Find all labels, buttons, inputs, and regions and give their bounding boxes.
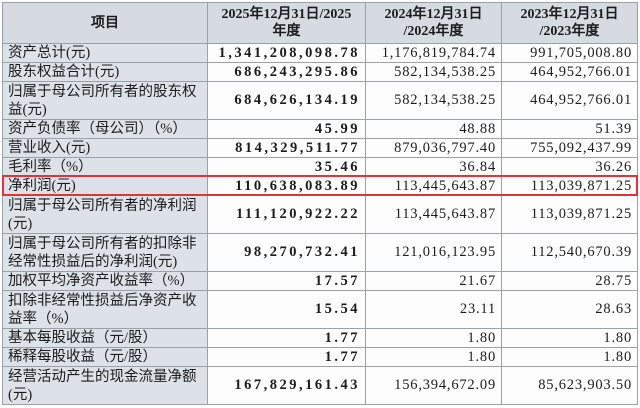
value-2025: 45.99 (208, 120, 366, 138)
value-2024: 156,394,672.09 (366, 367, 502, 404)
row-label: 资产总计(元) (3, 44, 208, 62)
row-label: 净利润(元) (3, 177, 208, 195)
value-2023: 36.26 (502, 158, 637, 176)
row-label: 稀释每股收益（元/股） (3, 348, 208, 366)
row-total-equity: 股东权益合计(元) 686,243,295.86 582,134,538.25 … (3, 62, 637, 81)
value-2024: 48.88 (366, 120, 502, 138)
value-2023: 28.63 (502, 291, 637, 328)
value-2025: 686,243,295.86 (208, 63, 366, 81)
value-2023: 112,540,670.39 (502, 234, 637, 271)
value-2025: 17.57 (208, 272, 366, 290)
value-2023: 1.80 (502, 348, 637, 366)
value-2023: 464,952,766.01 (502, 82, 637, 119)
value-2025: 15.54 (208, 291, 366, 328)
row-label: 归属于母公司所有者的净利润(元) (3, 196, 208, 233)
value-2025: 1.77 (208, 329, 366, 347)
value-2025: 98,270,732.41 (208, 234, 366, 271)
row-weighted-roe: 加权平均净资产收益率（%） 17.57 21.67 28.75 (3, 271, 637, 290)
value-2023: 755,092,437.99 (502, 139, 637, 157)
row-label: 基本每股收益（元/股） (3, 329, 208, 347)
value-2025: 684,626,134.19 (208, 82, 366, 119)
row-parent-net-profit: 归属于母公司所有者的净利润(元) 111,120,922.22 113,445,… (3, 195, 637, 233)
row-label: 营业收入(元) (3, 139, 208, 157)
row-net-profit-highlighted: 净利润(元) 110,638,083.89 113,445,643.87 113… (2, 175, 638, 196)
header-2023: 2023年12月31日 /2023年度 (502, 3, 637, 43)
row-gross-margin: 毛利率（%） 35.46 36.84 36.26 (3, 157, 637, 176)
row-parent-equity: 归属于母公司所有者的股东权益(元) 684,626,134.19 582,134… (3, 81, 637, 119)
value-2025: 110,638,083.89 (208, 177, 366, 195)
row-basic-eps: 基本每股收益（元/股） 1.77 1.80 1.80 (3, 328, 637, 347)
value-2024: 21.67 (366, 272, 502, 290)
value-2024: 879,036,797.40 (366, 139, 502, 157)
row-label: 股东权益合计(元) (3, 63, 208, 81)
row-operating-cash-flow: 经营活动产生的现金流量净额(元) 167,829,161.43 156,394,… (3, 366, 637, 404)
value-2024: 1.80 (366, 329, 502, 347)
row-label: 资产负债率（母公司）（%） (3, 120, 208, 138)
row-label: 经营活动产生的现金流量净额(元) (3, 367, 208, 404)
value-2023: 464,952,766.01 (502, 63, 637, 81)
value-2024: 113,445,643.87 (366, 196, 502, 233)
row-label: 归属于母公司所有者的股东权益(元) (3, 82, 208, 119)
value-2025: 1,341,208,098.78 (208, 44, 366, 62)
value-2025: 111,120,922.22 (208, 196, 366, 233)
value-2025: 167,829,161.43 (208, 367, 366, 404)
value-2023: 85,623,903.50 (502, 367, 637, 404)
value-2023: 113,039,871.25 (502, 177, 637, 195)
row-roe-excluding-nonrecurring: 扣除非经常性损益后净资产收益率（%） 15.54 23.11 28.63 (3, 290, 637, 328)
row-label: 毛利率（%） (3, 158, 208, 176)
value-2024: 1.80 (366, 348, 502, 366)
row-label: 加权平均净资产收益率（%） (3, 272, 208, 290)
value-2024: 121,016,123.95 (366, 234, 502, 271)
value-2025: 1.77 (208, 348, 366, 366)
value-2024: 1,176,819,784.74 (366, 44, 502, 62)
header-row: 项目 2025年12月31日/2025 年度 2024年12月31日 /2024… (3, 3, 637, 43)
row-parent-net-profit-excluding-nonrecurring: 归属于母公司所有者的扣除非经常性损益后的净利润(元) 98,270,732.41… (3, 233, 637, 271)
value-2024: 582,134,538.25 (366, 63, 502, 81)
value-2023: 1.80 (502, 329, 637, 347)
header-item: 项目 (3, 3, 208, 43)
row-revenue: 营业收入(元) 814,329,511.77 879,036,797.40 75… (3, 138, 637, 157)
value-2024: 36.84 (366, 158, 502, 176)
value-2024: 582,134,538.25 (366, 82, 502, 119)
row-label: 扣除非经常性损益后净资产收益率（%） (3, 291, 208, 328)
value-2023: 113,039,871.25 (502, 196, 637, 233)
value-2023: 991,705,008.80 (502, 44, 637, 62)
value-2024: 113,445,643.87 (366, 177, 502, 195)
row-total-assets: 资产总计(元) 1,341,208,098.78 1,176,819,784.7… (3, 43, 637, 62)
value-2025: 35.46 (208, 158, 366, 176)
header-2024: 2024年12月31日 /2024年度 (366, 3, 502, 43)
row-debt-ratio: 资产负债率（母公司）（%） 45.99 48.88 51.39 (3, 119, 637, 138)
value-2025: 814,329,511.77 (208, 139, 366, 157)
value-2024: 23.11 (366, 291, 502, 328)
header-2025: 2025年12月31日/2025 年度 (208, 3, 366, 43)
row-label: 归属于母公司所有者的扣除非经常性损益后的净利润(元) (3, 234, 208, 271)
value-2023: 51.39 (502, 120, 637, 138)
row-diluted-eps: 稀释每股收益（元/股） 1.77 1.80 1.80 (3, 347, 637, 366)
value-2023: 28.75 (502, 272, 637, 290)
